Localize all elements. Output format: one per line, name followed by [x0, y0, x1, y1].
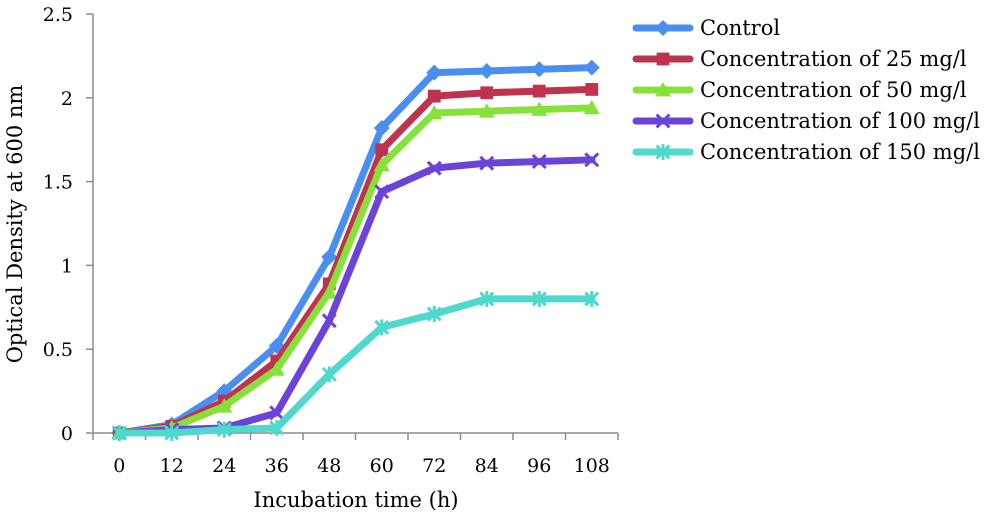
data-point	[373, 156, 390, 172]
data-point	[321, 366, 337, 383]
data-point	[531, 101, 548, 116]
data-point	[584, 152, 600, 168]
data-point	[426, 104, 443, 120]
legend-marker	[655, 20, 671, 36]
data-point	[585, 83, 599, 96]
data-point	[216, 398, 233, 413]
x-tick-label: 0	[113, 455, 125, 477]
data-point	[583, 99, 600, 115]
data-point	[479, 290, 495, 307]
legend-label: Concentration of 100 mg/l	[700, 109, 980, 133]
legend-entry: Control	[632, 16, 780, 40]
data-point	[321, 284, 338, 299]
x-axis-title: Incubation time (h)	[253, 488, 458, 512]
data-point	[375, 143, 389, 157]
y-tick-label: 2.5	[43, 4, 73, 26]
x-tick-label: 96	[527, 455, 551, 477]
series-line	[115, 64, 596, 437]
legend-marker	[655, 144, 671, 160]
data-point	[531, 154, 547, 169]
data-point	[531, 61, 548, 78]
data-point	[269, 419, 285, 436]
data-point	[426, 64, 443, 81]
data-point	[374, 319, 390, 336]
legend-label: Control	[700, 16, 780, 40]
y-tick-label: 1	[61, 255, 73, 277]
data-point	[584, 290, 600, 307]
data-point	[164, 425, 180, 441]
data-point	[532, 84, 546, 98]
y-axis-title: Optical Density at 600 nm	[3, 85, 27, 364]
data-point	[583, 59, 600, 76]
legend-entry: Concentration of 100 mg/l	[632, 109, 980, 133]
x-tick-label: 108	[574, 455, 610, 477]
data-point	[426, 160, 442, 176]
series-line	[115, 295, 596, 437]
data-point	[478, 103, 495, 118]
data-point	[111, 425, 127, 441]
legend-label: Concentration of 150 mg/l	[700, 140, 980, 164]
legend-marker	[656, 52, 670, 66]
data-point	[321, 249, 338, 266]
data-point	[479, 155, 495, 171]
legend-label: Concentration of 50 mg/l	[700, 78, 967, 102]
legend: Control Concentration of 25 mg/l Concentra…	[632, 16, 980, 164]
series-group	[111, 290, 600, 441]
x-tick-label: 48	[317, 455, 341, 477]
y-tick-label: 0	[61, 423, 73, 445]
x-tick-label: 36	[265, 455, 289, 477]
legend-entry: Concentration of 25 mg/l	[632, 47, 967, 71]
data-point	[531, 290, 547, 307]
data-point	[269, 405, 285, 421]
y-tick-label: 0.5	[43, 339, 73, 361]
data-point	[268, 361, 285, 376]
data-point	[216, 421, 232, 438]
series-group	[111, 99, 600, 440]
series-lines	[111, 59, 600, 441]
legend-entry: Concentration of 150 mg/l	[632, 140, 980, 164]
data-point	[480, 86, 494, 100]
legend-marker	[655, 113, 671, 129]
x-tick-label: 24	[212, 455, 236, 477]
data-point	[374, 184, 390, 200]
ticks: 0 0.5 1 1.5 2 2.5 0 12 24 36 48 60 72 84 96 108	[43, 4, 619, 477]
data-point	[426, 306, 442, 323]
y-tick-label: 1.5	[43, 172, 73, 194]
data-point	[321, 313, 337, 329]
x-tick-label: 72	[422, 455, 446, 477]
series-line	[115, 104, 596, 437]
data-point	[427, 89, 441, 103]
data-point	[478, 62, 495, 79]
x-tick-label: 84	[475, 455, 499, 477]
data-point	[373, 119, 390, 136]
x-tick-label: 12	[160, 455, 184, 477]
x-tick-label: 60	[370, 455, 394, 477]
legend-marker	[655, 82, 671, 97]
y-tick-label: 2	[61, 88, 73, 110]
legend-entry: Concentration of 50 mg/l	[632, 78, 967, 102]
legend-label: Concentration of 25 mg/l	[700, 47, 967, 71]
